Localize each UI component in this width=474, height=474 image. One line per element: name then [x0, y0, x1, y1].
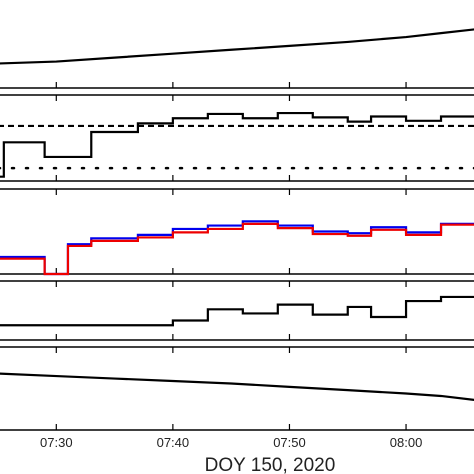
panel-4-frame: [0, 280, 474, 341]
x-tick-label-3: 08:00: [390, 435, 423, 450]
x-tick-label-2: 07:50: [273, 435, 306, 450]
panel-5: [0, 346, 474, 431]
x-tick-labels: 07:30 07:40 07:50 08:00: [40, 435, 422, 450]
panel-4-series-0-black-solid: [0, 295, 474, 327]
panel-5-frame: [0, 346, 474, 431]
panels-group: [0, 28, 474, 431]
panel-3: [0, 188, 474, 276]
panel-2: [0, 94, 474, 182]
panel-3-frame: [0, 188, 474, 275]
panel-1-frame: [0, 87, 474, 89]
panel-4: [0, 280, 474, 341]
panel-5-series-0-black-solid: [0, 372, 474, 401]
panel-1: [0, 28, 474, 89]
x-tick-label-1: 07:40: [157, 435, 190, 450]
x-tick-label-0: 07:30: [40, 435, 73, 450]
panel-1-series-0-black-solid: [0, 28, 474, 65]
panel-3-series-1-red-solid: [0, 222, 474, 276]
x-axis-title: DOY 150, 2020: [205, 455, 336, 474]
panel-2-series-0-black-solid: [0, 111, 474, 178]
panel-2-frame: [0, 94, 474, 182]
